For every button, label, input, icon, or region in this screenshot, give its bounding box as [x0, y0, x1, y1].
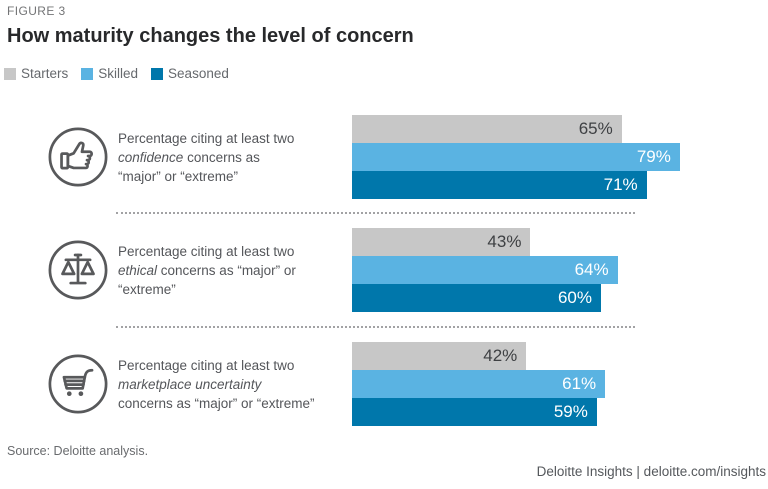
bar-value-label: 65% [578, 119, 613, 138]
bar-value-label: 43% [487, 232, 522, 251]
bar-value-label: 59% [553, 402, 588, 421]
bar-value-label: 79% [636, 147, 671, 166]
cart-icon [47, 353, 109, 415]
row-description: Percentage citing at least two confidenc… [118, 129, 346, 186]
bar-value-label: 71% [603, 175, 638, 194]
legend-label: Seasoned [168, 66, 229, 81]
legend-label: Starters [21, 66, 69, 81]
legend-label: Skilled [98, 66, 139, 81]
bar-value-label: 61% [562, 374, 597, 393]
thumbs-up-icon [47, 126, 109, 188]
bar-starters: 65% [352, 115, 622, 143]
desc-text: Percentage citing at least two [118, 131, 295, 146]
legend-item-starters: Starters [4, 66, 68, 81]
source-note: Source: Deloitte analysis. [7, 444, 149, 458]
bar-group: 65% 79% 71% [352, 115, 767, 199]
bar-group: 43% 64% 60% [352, 228, 767, 312]
chart-row-confidence: Percentage citing at least two confidenc… [0, 115, 768, 199]
bar-value-label: 42% [483, 346, 518, 365]
desc-text: concerns as “major” or “extreme” [118, 263, 296, 297]
dotted-separator [116, 326, 635, 328]
bar-group: 42% 61% 59% [352, 342, 767, 426]
desc-text: Percentage citing at least two [118, 244, 295, 259]
scales-icon [47, 239, 109, 301]
legend-swatch-starters [4, 67, 16, 80]
chart-title: How maturity changes the level of concer… [7, 25, 414, 47]
bar-value-label: 60% [557, 288, 592, 307]
dotted-separator [116, 212, 635, 214]
legend-swatch-skilled [81, 67, 94, 80]
desc-text: Percentage citing at least two [118, 358, 295, 373]
bar-skilled: 61% [352, 370, 606, 398]
bar-value-label: 64% [574, 260, 609, 279]
legend-swatch-seasoned [151, 67, 164, 80]
footer-credit: Deloitte Insights | deloitte.com/insight… [536, 464, 766, 479]
chart-legend: Starters Skilled Seasoned [4, 66, 229, 81]
legend-item-seasoned: Seasoned [151, 66, 229, 81]
bar-skilled: 79% [352, 143, 680, 171]
bar-seasoned: 59% [352, 398, 597, 426]
desc-italic: confidence [118, 150, 184, 165]
desc-text: concerns as “major” or “extreme” [118, 396, 315, 411]
row-description: Percentage citing at least two ethical c… [118, 242, 346, 299]
chart-row-marketplace: Percentage citing at least two marketpla… [0, 342, 768, 426]
bar-starters: 42% [352, 342, 527, 370]
desc-italic: ethical [118, 263, 158, 278]
legend-item-skilled: Skilled [81, 66, 138, 81]
bar-starters: 43% [352, 228, 531, 256]
row-description: Percentage citing at least two marketpla… [118, 356, 346, 413]
bar-seasoned: 60% [352, 284, 601, 312]
desc-italic: marketplace uncertainty [118, 377, 262, 392]
desc-text: concerns as “major” or “extreme” [118, 150, 260, 184]
bar-seasoned: 71% [352, 171, 647, 199]
bar-skilled: 64% [352, 256, 618, 284]
figure-label: FIGURE 3 [7, 4, 66, 18]
chart-row-ethical: Percentage citing at least two ethical c… [0, 228, 768, 312]
